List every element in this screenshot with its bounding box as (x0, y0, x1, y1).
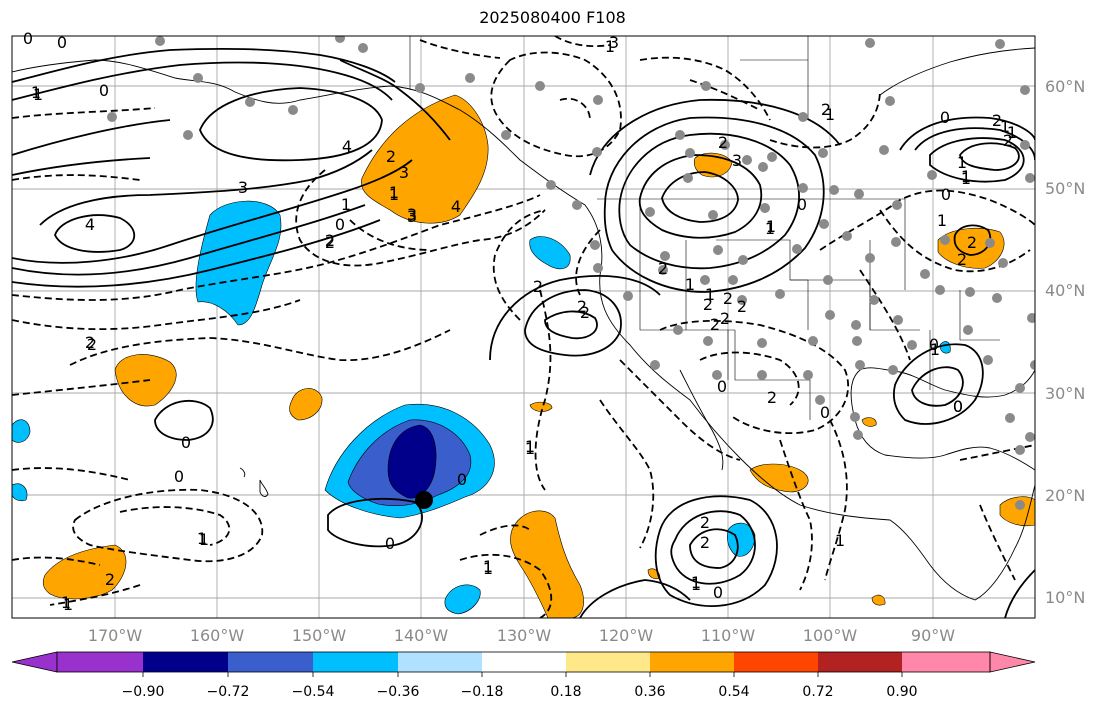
colorbar-segment (566, 652, 650, 672)
contour-label: 1 (1007, 123, 1017, 142)
contour-label: 1 (766, 217, 776, 236)
storm-center-marker (415, 491, 433, 509)
contour-label: 2 (767, 388, 777, 407)
contour-label: 1 (63, 595, 73, 614)
contour-label: 0 (385, 534, 395, 553)
latitude-label: 10°N (1045, 588, 1086, 607)
contour-label: 3 (732, 151, 742, 170)
longitude-label: 140°W (393, 626, 449, 645)
colorbar-extend-high (989, 651, 1036, 673)
colorbar-segment (902, 652, 990, 672)
colorbar-segment (398, 652, 482, 672)
contour-label: 2 (710, 315, 720, 334)
contour-label: 0 (181, 433, 191, 452)
latitude-label: 30°N (1045, 384, 1086, 403)
longitude-label: 130°W (496, 626, 552, 645)
colorbar-segment (143, 652, 228, 672)
contour-label: 3 (609, 33, 619, 52)
latitude-label: 40°N (1045, 281, 1086, 300)
contour-label: 1 (705, 285, 715, 304)
colorbar-segment (650, 652, 734, 672)
contour-label: 2 (700, 533, 710, 552)
colorbar-segment (313, 652, 398, 672)
colorbar-tick-label: −0.72 (206, 684, 250, 700)
state-borders (409, 36, 1000, 420)
contour-label: 2 (700, 513, 710, 532)
contour-label: 2 (87, 335, 97, 354)
contour-label: 1 (483, 557, 493, 576)
colorbar-tick-label: 0.90 (886, 684, 918, 700)
contour-label: 0 (99, 81, 109, 100)
contour-label: 1 (930, 340, 940, 359)
contour-label: 1 (199, 530, 209, 549)
longitude-label: 150°W (291, 626, 347, 645)
contour-label: 4 (451, 197, 461, 216)
contour-label: 2 (821, 100, 831, 119)
contour-label: 2 (386, 147, 396, 166)
contour-label: 0 (941, 185, 951, 204)
colorbar-segment (228, 652, 313, 672)
contour-label: 4 (85, 215, 95, 234)
map-frame (11, 35, 1036, 619)
contour-label: 0 (174, 467, 184, 486)
contour-label: 2 (580, 303, 590, 322)
longitude-label: 160°W (189, 626, 245, 645)
contour-label: 0 (820, 403, 830, 422)
latitude-label: 60°N (1045, 77, 1086, 96)
dashed-contours (12, 36, 1035, 618)
contour-label: 2 (718, 133, 728, 152)
contour-label: 3 (407, 205, 417, 224)
contour-label: 2 (105, 570, 115, 589)
map-title: 2025080400 F108 (479, 8, 626, 27)
contour-label: 2 (658, 259, 668, 278)
colorbar-tick-label: 0.36 (634, 684, 666, 700)
longitude-label: 90°W (910, 626, 956, 645)
colorbar-tick-label: 0.72 (802, 684, 834, 700)
contour-label: 1 (691, 575, 701, 594)
colorbar-tick-label: −0.36 (376, 684, 420, 700)
contour-label: 1 (389, 183, 399, 202)
colorbar-segment (818, 652, 902, 672)
contour-label: 4 (342, 137, 352, 156)
colorbar-tick-label: −0.54 (291, 684, 335, 700)
contour-label: 2 (992, 111, 1002, 130)
contour-label: 1 (341, 195, 351, 214)
longitude-label: 170°W (87, 626, 143, 645)
colorbar-tick-label: 0.54 (718, 684, 750, 700)
colorbar-segment (734, 652, 818, 672)
solid-contours (12, 47, 1035, 618)
longitude-label: 110°W (700, 626, 756, 645)
longitude-label: 100°W (802, 626, 858, 645)
latitude-label: 50°N (1045, 179, 1086, 198)
colorbar-segment (57, 652, 143, 672)
contour-label: 0 (953, 397, 963, 416)
colorbar-tick-label: −0.90 (121, 684, 165, 700)
contour-label: 0 (797, 195, 807, 214)
contour-label: 0 (713, 583, 723, 602)
positive-anomaly-shading (42, 94, 1035, 618)
contour-label: 0 (940, 108, 950, 127)
colorbar-tick-label: 0.18 (550, 684, 582, 700)
contour-label: 0 (457, 470, 467, 489)
contour-label: 0 (57, 33, 67, 52)
contour-label: 1 (525, 437, 535, 456)
latitude-label: 20°N (1045, 486, 1086, 505)
contour-label: 2 (325, 233, 335, 252)
contour-label: 3 (238, 178, 248, 197)
colorbar (11, 651, 1036, 677)
colorbar-tick-label: −0.18 (460, 684, 504, 700)
colorbar-extend-low (11, 651, 58, 673)
contour-labels: 4 3 4 4 3 2 1 2 0 2 0 1 0 2 2 3 1 2 0 2 … (33, 33, 1017, 614)
contour-label: 1 (33, 85, 43, 104)
contour-label: 2 (533, 277, 543, 296)
longitude-label: 120°W (598, 626, 654, 645)
negative-anomaly-shading (12, 200, 951, 615)
colorbar-segment (482, 652, 566, 672)
contour-label: 1 (961, 167, 971, 186)
station-dots (107, 36, 1035, 510)
